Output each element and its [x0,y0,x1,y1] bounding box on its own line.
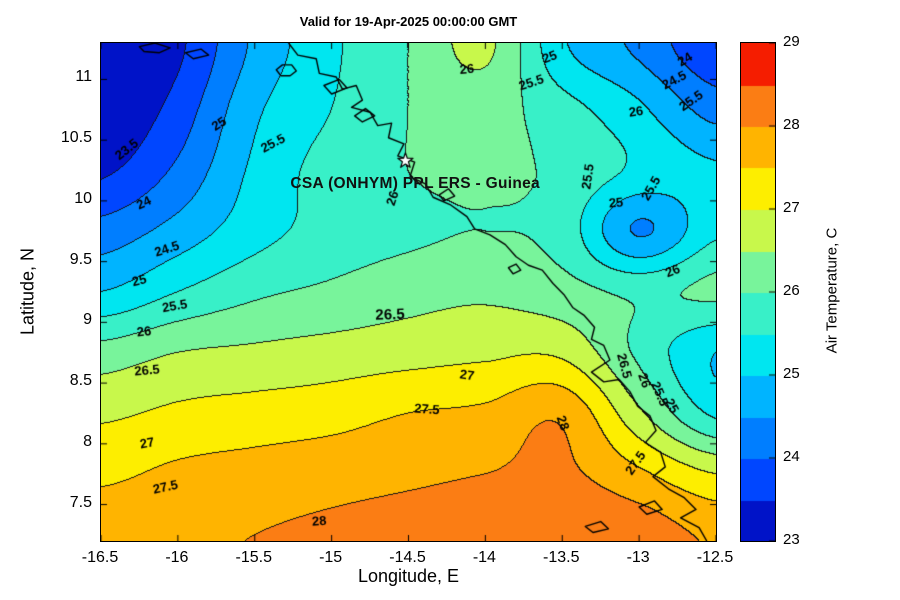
contour-map-canvas [100,42,717,542]
colorbar [740,42,776,542]
y-tick-label: 10.5 [60,129,92,147]
x-tick-label: -15.5 [235,549,272,566]
colorbar-tick-label: 28 [783,116,800,133]
chart-title: Valid for 19-Apr-2025 00:00:00 GMT [299,14,518,29]
y-tick-label: 8 [83,432,92,450]
x-tick-label: -15 [319,549,343,566]
colorbar-tick-label: 29 [783,33,800,50]
y-tick-label: 9 [83,311,92,329]
x-tick-label: -16 [165,549,189,566]
x-tick-label: -14 [472,549,496,566]
y-axis-label: Latitude, N [17,247,38,336]
colorbar-tick-label: 26 [783,282,800,299]
colorbar-tick-label: 23 [783,531,800,548]
x-axis-label: Longitude, E [357,566,460,586]
colorbar-tick-label: 27 [783,199,800,216]
y-tick-label: 8.5 [69,372,92,390]
colorbar-tick-label: 24 [783,448,800,465]
colorbar-tick-label: 25 [783,365,800,382]
x-tick-label: -14.5 [389,549,426,566]
y-tick-label: 11 [75,68,92,86]
y-tick-label: 9.5 [69,250,92,268]
x-tick-label: -16.5 [81,549,119,566]
x-tick-label: -13 [626,549,650,566]
x-tick-label: -13.5 [543,549,580,566]
map-annotation: CSA (ONHYM) PPL ERS - Guinea [290,175,540,193]
colorbar-label: Air Temperature, C [823,227,841,354]
y-tick-label: 7.5 [69,493,92,511]
x-tick-label: -12.5 [696,549,734,566]
y-tick-label: 10 [74,189,92,207]
